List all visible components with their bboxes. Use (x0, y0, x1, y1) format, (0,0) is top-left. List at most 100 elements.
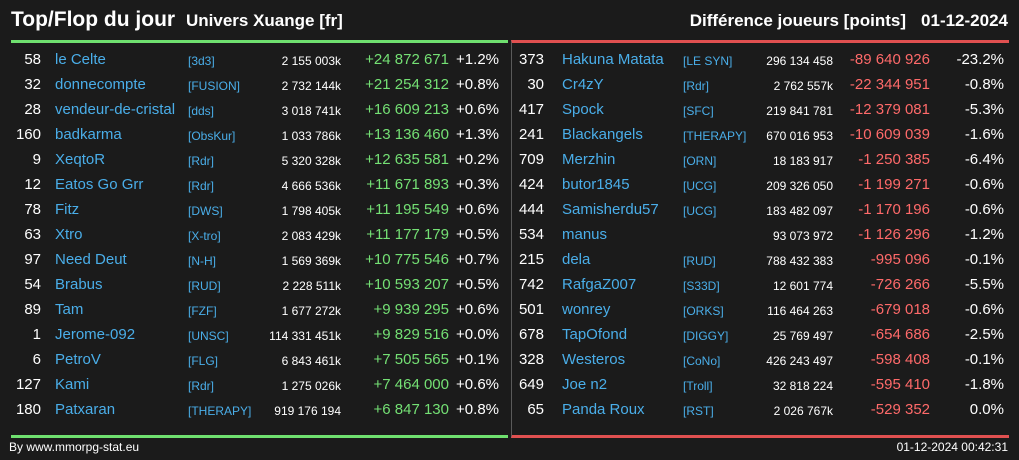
points-delta: -598 408 (870, 351, 930, 368)
alliance-tag-link[interactable]: [dds] (188, 104, 215, 118)
player-name-link[interactable]: Jerome-092 (55, 326, 136, 343)
score-value: 209 326 050 (766, 179, 833, 193)
alliance-tag-link[interactable]: [ObsKur] (188, 129, 236, 143)
score-value: 426 243 497 (766, 354, 833, 368)
player-name-link[interactable]: Samisherdu57 (562, 201, 659, 218)
alliance-tag-link[interactable]: [FLG] (188, 354, 219, 368)
points-delta: -12 379 081 (849, 101, 930, 118)
alliance-tag-link[interactable]: [Rdr] (188, 154, 215, 168)
player-name-link[interactable]: Blackangels (562, 126, 643, 143)
points-delta: -995 096 (870, 251, 930, 268)
player-name-link[interactable]: Panda Roux (562, 401, 645, 418)
player-name-link[interactable]: Hakuna Matata (562, 51, 664, 68)
score-value: 25 769 497 (772, 329, 833, 343)
score-value: 93 073 972 (772, 229, 833, 243)
player-name-link[interactable]: RafgaZ007 (562, 276, 637, 293)
alliance-tag-link[interactable]: [Troll] (683, 379, 713, 393)
top-row: 97 Need Deut [N-H] 1 569 369k +10 775 546 +0.… (11, 251, 508, 276)
player-name-link[interactable]: wonrey (562, 301, 611, 318)
alliance-tag-link[interactable]: [LE SYN] (683, 54, 733, 68)
player-name-link[interactable]: Brabus (55, 276, 103, 293)
alliance-tag-link[interactable]: [ORKS] (683, 304, 724, 318)
alliance-tag-link[interactable]: [Rdr] (188, 379, 215, 393)
alliance-tag-link[interactable]: [ORN] (683, 154, 717, 168)
player-name-link[interactable]: Kami (55, 376, 90, 393)
percent-change: -0.1% (964, 351, 1004, 368)
points-delta: -1 170 196 (858, 201, 930, 218)
percent-change: +0.5% (456, 226, 499, 243)
rank-value: 30 (527, 76, 544, 93)
percent-change: -0.6% (964, 176, 1004, 193)
flop-row: 417 Spock [SFC] 219 841 781 -12 379 081 -5.3% (512, 101, 1009, 126)
alliance-tag-link[interactable]: [CoNo] (683, 354, 721, 368)
player-name-link[interactable]: XeqtoR (55, 151, 106, 168)
player-name-link[interactable]: Patxaran (55, 401, 116, 418)
player-name-link[interactable]: Merzhin (562, 151, 616, 168)
player-name-link[interactable]: Need Deut (55, 251, 127, 268)
alliance-tag-link[interactable]: [S33D] (683, 279, 720, 293)
player-name-link[interactable]: Westeros (562, 351, 626, 368)
score-value: 1 798 405k (281, 204, 341, 218)
footer-credit: By www.mmorpg-stat.eu (9, 440, 140, 454)
alliance-tag-link[interactable]: [Rdr] (683, 79, 710, 93)
percent-change: +0.1% (456, 351, 499, 368)
alliance-tag-link[interactable]: [RUD] (188, 279, 221, 293)
player-name-link[interactable]: badkarma (55, 126, 122, 143)
percent-change: +0.2% (456, 151, 499, 168)
player-name-link[interactable]: Joe n2 (562, 376, 608, 393)
percent-change: +0.0% (456, 326, 499, 343)
player-name-link[interactable]: butor1845 (562, 176, 630, 193)
player-name-link[interactable]: manus (562, 226, 608, 243)
rank-value: 89 (24, 301, 41, 318)
alliance-tag-link[interactable]: [DWS] (188, 204, 223, 218)
header: Top/Flop du jour Univers Xuange [fr] Dif… (0, 0, 1019, 40)
flop-row: 373 Hakuna Matata [LE SYN] 296 134 458 -89 6… (512, 51, 1009, 76)
alliance-tag-link[interactable]: [FUSION] (188, 79, 241, 93)
player-name-link[interactable]: Cr4zY (562, 76, 604, 93)
alliance-tag-link[interactable]: [THERAPY] (188, 404, 252, 418)
rank-value: 215 (518, 251, 544, 268)
alliance-tag-link[interactable]: [Rdr] (188, 179, 215, 193)
rank-value: 12 (24, 176, 41, 193)
player-name-link[interactable]: donnecompte (55, 76, 146, 93)
player-name-link[interactable]: Tam (55, 301, 84, 318)
player-name-link[interactable]: Eatos Go Grr (55, 176, 144, 193)
alliance-tag-link[interactable]: [X-tro] (188, 229, 221, 243)
points-delta: +10 775 546 (365, 251, 449, 268)
alliance-tag-link[interactable]: [SFC] (683, 104, 714, 118)
alliance-tag-link[interactable]: [DIGGY] (683, 329, 729, 343)
alliance-tag-link[interactable]: [RUD] (683, 254, 716, 268)
player-name-link[interactable]: vendeur-de-cristal (55, 101, 176, 118)
score-value: 1 033 786k (281, 129, 341, 143)
alliance-tag-link[interactable]: [3d3] (188, 54, 215, 68)
alliance-tag-link[interactable]: [UNSC] (188, 329, 229, 343)
percent-change: +0.6% (456, 201, 499, 218)
top-row: 54 Brabus [RUD] 2 228 511k +10 593 207 +0.5% (11, 276, 508, 301)
alliance-tag-link[interactable]: [FZF] (188, 304, 217, 318)
player-name-link[interactable]: Xtro (55, 226, 83, 243)
percent-change: +0.6% (456, 301, 499, 318)
flop-row: 215 dela [RUD] 788 432 383 -995 096 -0.1% (512, 251, 1009, 276)
points-delta: +9 829 516 (373, 326, 450, 343)
percent-change: +0.7% (456, 251, 499, 268)
player-name-link[interactable]: dela (562, 251, 591, 268)
percent-change: -0.1% (964, 251, 1004, 268)
player-name-link[interactable]: Spock (562, 101, 604, 118)
points-delta: +6 847 130 (373, 401, 450, 418)
player-name-link[interactable]: Fitz (55, 201, 80, 218)
rank-value: 54 (24, 276, 41, 293)
player-name-link[interactable]: TapOfond (562, 326, 628, 343)
alliance-tag-link[interactable]: [N-H] (188, 254, 216, 268)
alliance-tag-link[interactable]: [UCG] (683, 179, 717, 193)
flop-row: 65 Panda Roux [RST] 2 026 767k -529 352 0.0% (512, 401, 1009, 426)
percent-change: +0.5% (456, 276, 499, 293)
header-date: 01-12-2024 (921, 11, 1008, 30)
rank-value: 678 (518, 326, 544, 343)
alliance-tag-link[interactable]: [RST] (683, 404, 714, 418)
player-name-link[interactable]: PetroV (55, 351, 101, 368)
score-value: 219 841 781 (766, 104, 833, 118)
alliance-tag-link[interactable]: [UCG] (683, 204, 717, 218)
percent-change: 0.0% (969, 401, 1004, 418)
alliance-tag-link[interactable]: [THERAPY] (683, 129, 747, 143)
player-name-link[interactable]: le Celte (55, 51, 106, 68)
